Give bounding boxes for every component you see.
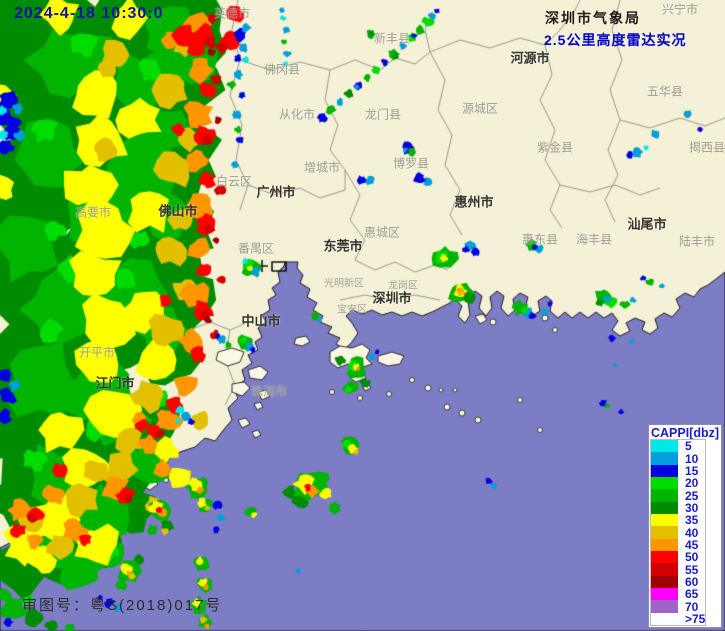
legend-entry: >75 [651, 611, 706, 626]
legend-value: 35 [685, 513, 699, 528]
legend-entry: 15 [651, 463, 705, 478]
legend-value: 60 [685, 574, 699, 589]
legend-swatch [651, 452, 678, 465]
legend-value: 55 [685, 562, 699, 577]
legend-value: 65 [685, 587, 699, 602]
legend-color-bar: 5 10 15 20 25 30 35 40 45 50 55 60 65 70 >75 [649, 438, 707, 627]
legend-entry: 5 [651, 439, 705, 454]
legend-entry: 20 [651, 476, 705, 491]
legend-value: 50 [685, 550, 699, 565]
legend-value: 70 [685, 599, 699, 614]
legend-swatch [651, 501, 678, 515]
legend-swatch [651, 464, 678, 478]
legend-entry: 10 [651, 451, 705, 466]
legend-swatch [651, 575, 678, 589]
legend-title: CAPPI[dbz] [651, 426, 720, 440]
color-scale-legend: CAPPI[dbz] 5 10 15 20 25 30 35 40 45 50 55 60 65 70 >7… [648, 424, 722, 628]
legend-entry: 65 [651, 587, 705, 602]
legend-entry: 40 [651, 525, 705, 540]
legend-swatch [651, 551, 678, 564]
legend-value: 5 [685, 439, 692, 454]
legend-swatch [651, 526, 678, 539]
legend-entry: 70 [651, 599, 705, 614]
legend-entry: 50 [651, 550, 705, 565]
legend-swatch [651, 489, 678, 502]
legend-entry: 55 [651, 562, 705, 577]
legend-entry: 35 [651, 513, 705, 528]
legend-value: 45 [685, 537, 699, 552]
legend-value: 10 [685, 451, 699, 466]
legend-value: 20 [685, 476, 699, 491]
legend-entry: 30 [651, 500, 705, 515]
legend-value: 40 [685, 525, 699, 540]
legend-swatch [651, 514, 678, 527]
legend-swatch [651, 612, 678, 626]
legend-swatch [651, 477, 678, 490]
legend-value: 30 [685, 500, 699, 515]
legend-entry: 60 [651, 574, 705, 589]
legend-value: >75 [685, 611, 706, 626]
legend-swatch [651, 588, 678, 601]
legend-value: 25 [685, 488, 699, 503]
legend-entry: 45 [651, 537, 705, 552]
legend-swatch [651, 538, 678, 552]
legend-swatch [651, 563, 678, 576]
legend-swatch [651, 600, 678, 613]
legend-swatch [651, 440, 678, 453]
legend-value: 15 [685, 463, 699, 478]
legend-entry: 25 [651, 488, 705, 503]
